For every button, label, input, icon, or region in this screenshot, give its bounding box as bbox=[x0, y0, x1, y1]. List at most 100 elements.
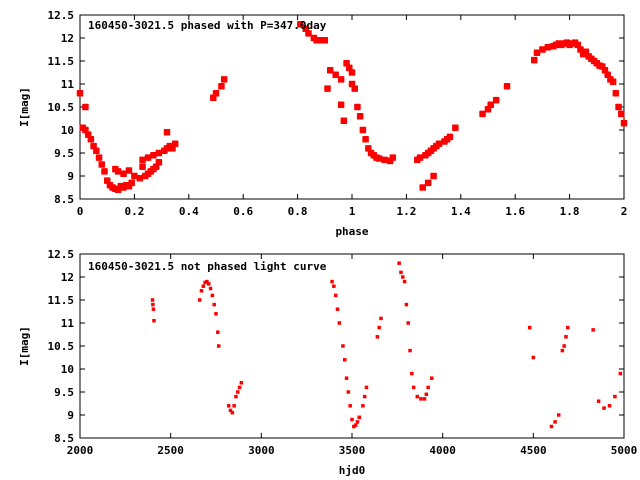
data-point bbox=[131, 172, 138, 180]
data-point bbox=[361, 404, 365, 408]
data-point bbox=[419, 397, 423, 401]
data-point bbox=[531, 355, 536, 360]
data-point bbox=[609, 78, 617, 85]
data-point bbox=[163, 129, 171, 136]
y-tick-label: 11 bbox=[61, 78, 75, 91]
data-point bbox=[350, 417, 354, 422]
data-point bbox=[199, 289, 204, 293]
data-point bbox=[93, 147, 100, 154]
y-tick-label: 12 bbox=[61, 32, 74, 45]
data-point bbox=[389, 154, 397, 161]
data-point bbox=[381, 156, 388, 164]
data-point bbox=[355, 420, 360, 424]
data-point bbox=[342, 358, 347, 362]
data-points bbox=[76, 20, 628, 194]
data-point bbox=[232, 404, 236, 408]
data-point bbox=[346, 390, 351, 394]
data-point bbox=[591, 328, 595, 332]
unphased-plot: 2000 2500 3000 3500 4000 4500 5000 8.5 9 9.5 10 10.… bbox=[18, 248, 637, 477]
data-point bbox=[332, 71, 339, 79]
y-tick-label: 11 bbox=[61, 317, 75, 330]
data-point bbox=[416, 154, 424, 161]
data-point bbox=[333, 293, 338, 298]
data-point bbox=[408, 348, 412, 353]
x-tick-label: 2500 bbox=[157, 444, 184, 457]
data-point bbox=[435, 140, 443, 148]
x-tick-label: 4500 bbox=[520, 444, 547, 457]
plot-frame bbox=[79, 14, 625, 200]
axis-ticks: 0 0.2 0.4 0.6 0.8 1 1.2 1.4 1.6 1.8 2 8.5 9 9.5 10 10.5… bbox=[48, 9, 628, 218]
data-point bbox=[404, 302, 409, 307]
data-point bbox=[348, 404, 352, 408]
data-point bbox=[612, 89, 620, 97]
data-point bbox=[201, 284, 206, 288]
x-tick-label: 3500 bbox=[339, 444, 366, 457]
data-point bbox=[95, 154, 103, 161]
data-point bbox=[424, 392, 429, 397]
data-point bbox=[208, 286, 213, 291]
data-point bbox=[150, 152, 157, 159]
data-point bbox=[596, 399, 601, 403]
phased-plot: 0 0.2 0.4 0.6 0.8 1 1.2 1.4 1.6 1.8 2 8.5 9 9.5 10 10.5… bbox=[18, 9, 627, 238]
data-point bbox=[430, 172, 437, 180]
data-point bbox=[556, 413, 561, 417]
y-tick-label: 12.5 bbox=[48, 248, 75, 261]
data-point bbox=[359, 126, 367, 134]
data-point bbox=[410, 371, 414, 376]
data-point bbox=[419, 184, 426, 191]
data-point bbox=[364, 385, 369, 390]
data-point bbox=[618, 371, 623, 376]
x-tick-label: 3000 bbox=[248, 444, 275, 457]
x-tick-label: 0 bbox=[77, 205, 84, 218]
data-point bbox=[452, 124, 459, 131]
data-point bbox=[353, 423, 358, 427]
data-point bbox=[618, 110, 625, 118]
data-point bbox=[560, 348, 565, 353]
data-point bbox=[101, 168, 108, 175]
data-point bbox=[297, 20, 304, 28]
data-point bbox=[341, 344, 345, 348]
data-point bbox=[236, 390, 240, 394]
data-point bbox=[203, 280, 207, 285]
data-point bbox=[348, 69, 356, 76]
data-point bbox=[136, 175, 144, 182]
data-point bbox=[549, 424, 554, 429]
data-point bbox=[377, 325, 381, 330]
axis-ticks: 2000 2500 3000 3500 4000 4500 5000 8.5 9 9.5 10 10.… bbox=[48, 248, 638, 457]
data-point bbox=[218, 83, 225, 90]
data-point bbox=[362, 394, 367, 399]
data-point bbox=[155, 149, 163, 157]
y-tick-label: 10 bbox=[61, 363, 74, 376]
x-tick-label: 4000 bbox=[429, 444, 456, 457]
data-point bbox=[139, 163, 146, 171]
data-point bbox=[607, 404, 612, 408]
data-point bbox=[237, 385, 242, 390]
data-point bbox=[492, 96, 500, 104]
x-tick-label: 1.4 bbox=[451, 205, 471, 218]
data-point bbox=[228, 408, 233, 413]
x-tick-label: 1 bbox=[349, 205, 356, 218]
data-point bbox=[357, 415, 362, 420]
data-point bbox=[82, 103, 89, 111]
plot-title: 160450-3021.5 phased with P=347.0day bbox=[88, 19, 327, 32]
plot-frame bbox=[79, 253, 625, 439]
data-point bbox=[114, 168, 122, 175]
data-point bbox=[422, 397, 427, 401]
data-point bbox=[335, 307, 340, 311]
x-tick-label: 0.2 bbox=[124, 205, 144, 218]
data-point bbox=[76, 89, 84, 97]
y-tick-label: 9 bbox=[67, 170, 74, 183]
data-point bbox=[144, 154, 152, 161]
data-point bbox=[533, 49, 541, 56]
data-point bbox=[544, 43, 552, 51]
data-point bbox=[415, 394, 420, 399]
data-point bbox=[212, 89, 220, 97]
data-point bbox=[330, 279, 334, 284]
data-point bbox=[479, 110, 486, 118]
data-point bbox=[397, 261, 401, 265]
data-point bbox=[152, 318, 156, 323]
data-point bbox=[205, 279, 209, 284]
data-point bbox=[216, 330, 220, 334]
data-point bbox=[171, 140, 179, 148]
data-point bbox=[351, 85, 358, 92]
